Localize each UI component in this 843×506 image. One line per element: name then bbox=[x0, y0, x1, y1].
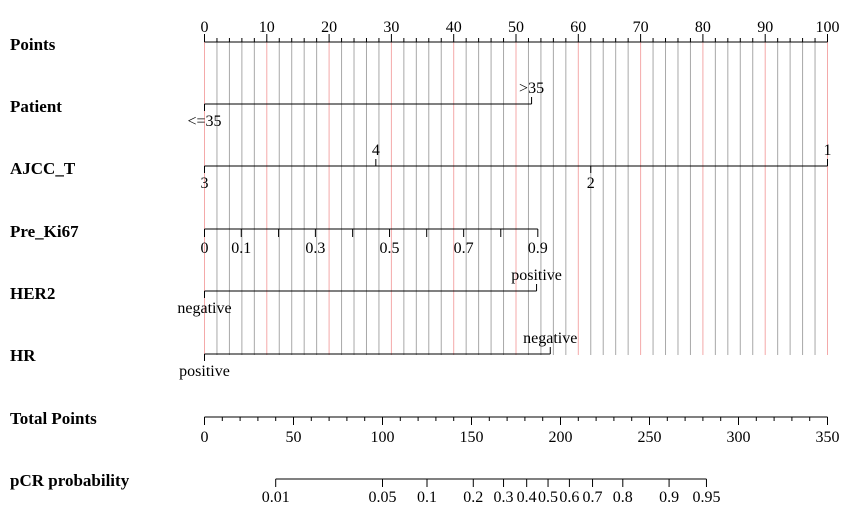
pcr-probability-tick-label: 0.6 bbox=[559, 489, 579, 506]
pre-ki67-tick-label: 0 bbox=[201, 240, 209, 257]
points-tick-label: 40 bbox=[446, 19, 462, 36]
pcr-probability-tick-label: 0.1 bbox=[417, 489, 437, 506]
axis-hr-level-label: negative bbox=[523, 330, 577, 347]
row-label-hr: HR bbox=[10, 346, 36, 365]
pcr-probability-tick-label: 0.9 bbox=[659, 489, 679, 506]
axis-ajcc_t-level-label: 4 bbox=[372, 142, 380, 159]
total-points-tick-label: 0 bbox=[201, 429, 209, 446]
pcr-probability-tick-label: 0.01 bbox=[262, 489, 290, 506]
points-tick-label: 70 bbox=[633, 19, 649, 36]
row-label-pre-ki67: Pre_Ki67 bbox=[10, 222, 79, 241]
row-label-ajcc-t: AJCC_T bbox=[10, 159, 76, 178]
axis-her2-level-label: negative bbox=[177, 300, 231, 317]
row-label-her2: HER2 bbox=[10, 284, 55, 303]
pcr-probability-tick-label: 0.7 bbox=[583, 489, 603, 506]
row-label-total-points: Total Points bbox=[10, 409, 97, 428]
points-tick-label: 100 bbox=[816, 19, 840, 36]
points-tick-label: 0 bbox=[201, 19, 209, 36]
pcr-probability-tick-label: 0.4 bbox=[517, 489, 537, 506]
total-points-tick-label: 300 bbox=[727, 429, 751, 446]
total-points-tick-label: 200 bbox=[549, 429, 573, 446]
points-tick-label: 20 bbox=[321, 19, 337, 36]
row-label-patient: Patient bbox=[10, 97, 62, 116]
points-tick-label: 80 bbox=[695, 19, 711, 36]
axis-ajcc_t-level-label: 1 bbox=[824, 142, 832, 159]
axis-her2-level-label: positive bbox=[511, 267, 562, 284]
axis-patient-level-label: >35 bbox=[519, 80, 544, 97]
pcr-probability-tick-label: 0.3 bbox=[494, 489, 514, 506]
axis-ajcc_t-level-label: 2 bbox=[587, 175, 595, 192]
gridlines bbox=[204, 42, 828, 355]
total-points-tick-label: 150 bbox=[460, 429, 484, 446]
axis-ajcc_t-level-label: 3 bbox=[201, 175, 209, 192]
row-label-pcr-probability: pCR probability bbox=[10, 471, 130, 490]
pre-ki67-tick-label: 0.3 bbox=[305, 240, 325, 257]
total-points-tick-label: 100 bbox=[371, 429, 395, 446]
points-tick-label: 50 bbox=[508, 19, 524, 36]
pre-ki67-tick-label: 0.5 bbox=[380, 240, 400, 257]
pcr-probability-tick-label: 0.05 bbox=[369, 489, 397, 506]
row-label-points: Points bbox=[10, 35, 56, 54]
total-points-tick-label: 50 bbox=[286, 429, 302, 446]
points-tick-label: 90 bbox=[757, 19, 773, 36]
pcr-probability-tick-label: 0.2 bbox=[463, 489, 483, 506]
axis-hr-level-label: positive bbox=[179, 363, 230, 380]
total-points-tick-label: 350 bbox=[816, 429, 840, 446]
axis-patient-level-label: <=35 bbox=[187, 113, 221, 130]
pcr-probability-tick-label: 0.5 bbox=[538, 489, 558, 506]
total-points-tick-label: 250 bbox=[638, 429, 662, 446]
pre-ki67-tick-label: 0.9 bbox=[528, 240, 548, 257]
points-tick-label: 60 bbox=[570, 19, 586, 36]
points-tick-label: 10 bbox=[259, 19, 275, 36]
pre-ki67-tick-label: 0.1 bbox=[231, 240, 251, 257]
pcr-probability-tick-label: 0.8 bbox=[613, 489, 633, 506]
pcr-probability-tick-label: 0.95 bbox=[692, 489, 720, 506]
points-tick-label: 30 bbox=[383, 19, 399, 36]
pre-ki67-tick-label: 0.7 bbox=[454, 240, 474, 257]
